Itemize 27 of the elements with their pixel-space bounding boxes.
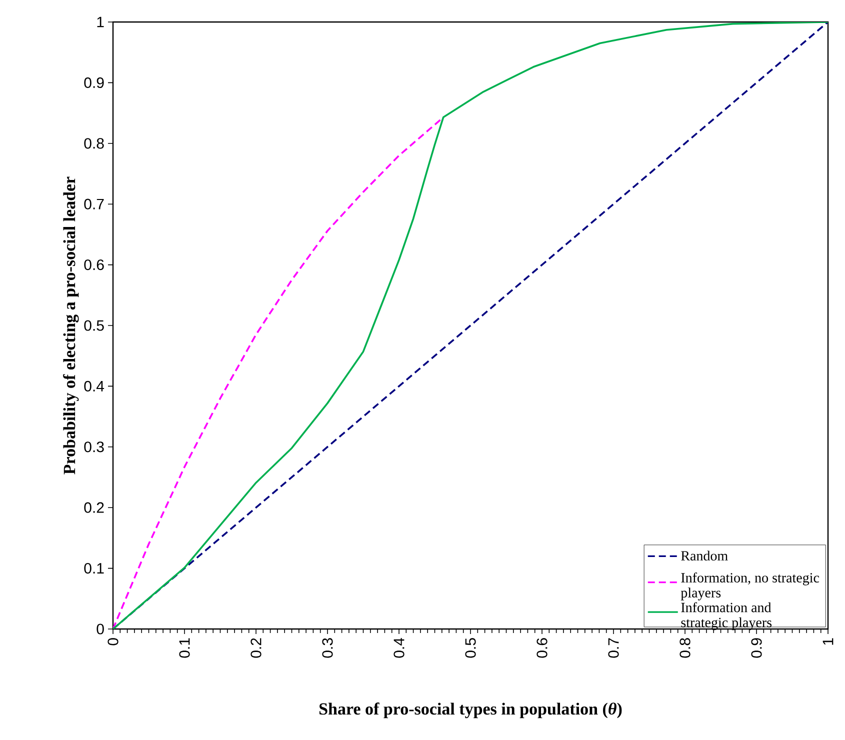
y-tick-label: 0.9	[84, 77, 104, 88]
x-tick-label: 0.9	[751, 638, 762, 658]
y-tick-label: 0.8	[84, 138, 104, 149]
x-axis-title: Share of pro-social types in population (θ)	[319, 702, 622, 718]
legend-label: Random	[681, 550, 728, 561]
x-tick-label: 0.8	[680, 638, 690, 658]
x-tick-label: 0.7	[608, 638, 619, 658]
x-tick-label: 0	[108, 638, 118, 646]
x-tick-label: 0.3	[322, 638, 333, 658]
y-tick-label: 0.5	[84, 320, 104, 331]
y-tick-label: 0	[96, 624, 104, 634]
y-axis-title: Probability of electing a pro-social leader	[63, 176, 79, 474]
x-tick-label: 0.6	[536, 638, 548, 658]
y-tick-label: 0.7	[84, 198, 104, 210]
y-tick-label: 1	[97, 16, 104, 28]
x-tick-label: 0.1	[179, 638, 190, 658]
x-tick-label: 1	[822, 638, 834, 645]
legend-label: Information and strategic players	[681, 602, 772, 630]
legend-label: Information, no strategic players	[680, 572, 820, 600]
y-tick-label: 0.4	[84, 380, 104, 392]
x-tick-label: 0.2	[250, 638, 262, 658]
x-tick-label: 0.5	[465, 638, 476, 658]
y-tick-label: 0.2	[84, 502, 104, 513]
y-tick-label: 0.3	[84, 442, 104, 452]
y-tick-label: 0.1	[84, 562, 104, 574]
x-tick-label: 0.4	[394, 638, 404, 658]
y-tick-label: 0.6	[84, 259, 104, 270]
